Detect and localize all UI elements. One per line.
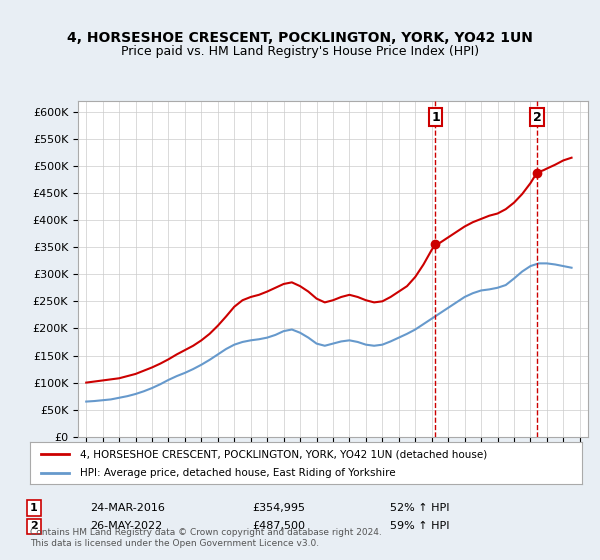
Text: £354,995: £354,995 [252, 503, 305, 513]
Text: Price paid vs. HM Land Registry's House Price Index (HPI): Price paid vs. HM Land Registry's House … [121, 45, 479, 58]
Text: 24-MAR-2016: 24-MAR-2016 [90, 503, 165, 513]
Text: HPI: Average price, detached house, East Riding of Yorkshire: HPI: Average price, detached house, East… [80, 468, 395, 478]
Text: 2: 2 [30, 521, 38, 531]
Text: 4, HORSESHOE CRESCENT, POCKLINGTON, YORK, YO42 1UN: 4, HORSESHOE CRESCENT, POCKLINGTON, YORK… [67, 31, 533, 45]
Text: 26-MAY-2022: 26-MAY-2022 [90, 521, 162, 531]
Text: 52% ↑ HPI: 52% ↑ HPI [390, 503, 449, 513]
Text: 4, HORSESHOE CRESCENT, POCKLINGTON, YORK, YO42 1UN (detached house): 4, HORSESHOE CRESCENT, POCKLINGTON, YORK… [80, 449, 487, 459]
Text: 1: 1 [30, 503, 38, 513]
Text: 1: 1 [431, 111, 440, 124]
Text: £487,500: £487,500 [252, 521, 305, 531]
Text: Contains HM Land Registry data © Crown copyright and database right 2024.
This d: Contains HM Land Registry data © Crown c… [30, 528, 382, 548]
Text: 2: 2 [533, 111, 541, 124]
Text: 59% ↑ HPI: 59% ↑ HPI [390, 521, 449, 531]
